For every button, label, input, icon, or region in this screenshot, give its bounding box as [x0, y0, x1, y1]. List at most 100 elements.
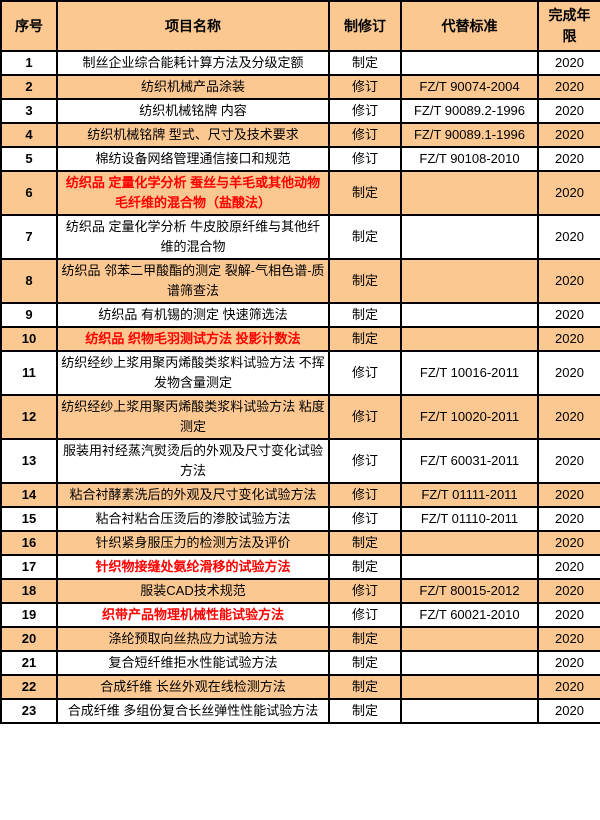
table-row: 6 纺织品 定量化学分析 蚕丝与羊毛或其他动物毛纤维的混合物（盐酸法） 制定 2020	[0, 170, 600, 216]
completion-year-cell: 2020	[537, 98, 600, 124]
replaced-standard-cell	[400, 302, 539, 328]
row-number-cell: 14	[0, 482, 58, 508]
project-name-cell: 针织物接缝处氨纶滑移的试验方法	[56, 554, 330, 580]
completion-year-cell: 2020	[537, 506, 600, 532]
row-number-cell: 16	[0, 530, 58, 556]
revision-type-cell: 制定	[328, 650, 402, 676]
completion-year-cell: 2020	[537, 214, 600, 260]
completion-year-cell: 2020	[537, 698, 600, 724]
project-name-cell: 粘合衬酵素洗后的外观及尺寸变化试验方法	[56, 482, 330, 508]
replaced-standard-cell: FZ/T 10016-2011	[400, 350, 539, 396]
completion-year-cell: 2020	[537, 602, 600, 628]
row-number-cell: 8	[0, 258, 58, 304]
project-name-cell: 复合短纤维拒水性能试验方法	[56, 650, 330, 676]
revision-type-cell: 制定	[328, 258, 402, 304]
table-row: 5 棉纺设备网络管理通信接口和规范 修订 FZ/T 90108-2010 2020	[0, 146, 600, 172]
completion-year-cell: 2020	[537, 350, 600, 396]
completion-year-cell: 2020	[537, 674, 600, 700]
completion-year-cell: 2020	[537, 394, 600, 440]
project-name-cell: 针织紧身服压力的检测方法及评价	[56, 530, 330, 556]
row-number-cell: 9	[0, 302, 58, 328]
table-row: 16 针织紧身服压力的检测方法及评价 制定 2020	[0, 530, 600, 556]
replaced-standard-cell	[400, 554, 539, 580]
replaced-standard-cell	[400, 170, 539, 216]
row-number-cell: 12	[0, 394, 58, 440]
revision-type-cell: 制定	[328, 326, 402, 352]
row-number-cell: 4	[0, 122, 58, 148]
project-name-cell: 合成纤维 长丝外观在线检测方法	[56, 674, 330, 700]
table-header: 序号 项目名称 制修订 代替标准 完成年限	[0, 0, 600, 52]
project-name-cell: 服装用衬经蒸汽熨烫后的外观及尺寸变化试验方法	[56, 438, 330, 484]
replaced-standard-cell	[400, 214, 539, 260]
replaced-standard-cell: FZ/T 90089.2-1996	[400, 98, 539, 124]
completion-year-cell: 2020	[537, 578, 600, 604]
table-row: 15 粘合衬粘合压烫后的渗胶试验方法 修订 FZ/T 01110-2011 2020	[0, 506, 600, 532]
row-number-cell: 1	[0, 50, 58, 76]
project-name-cell: 纺织机械铭牌 型式、尺寸及技术要求	[56, 122, 330, 148]
row-number-cell: 5	[0, 146, 58, 172]
table-body: 1 制丝企业综合能耗计算方法及分级定额 制定 2020 2 纺织机械产品涂装 修订 FZ/T …	[0, 50, 600, 724]
row-number-cell: 3	[0, 98, 58, 124]
completion-year-cell: 2020	[537, 326, 600, 352]
replaced-standard-cell: FZ/T 60021-2010	[400, 602, 539, 628]
row-number-cell: 7	[0, 214, 58, 260]
row-number-cell: 20	[0, 626, 58, 652]
project-name-cell: 纺织品 定量化学分析 蚕丝与羊毛或其他动物毛纤维的混合物（盐酸法）	[56, 170, 330, 216]
table-row: 2 纺织机械产品涂装 修订 FZ/T 90074-2004 2020	[0, 74, 600, 100]
project-name-cell: 纺织经纱上浆用聚丙烯酸类浆料试验方法 粘度测定	[56, 394, 330, 440]
table-row: 3 纺织机械铭牌 内容 修订 FZ/T 90089.2-1996 2020	[0, 98, 600, 124]
completion-year-cell: 2020	[537, 170, 600, 216]
replaced-standard-cell: FZ/T 80015-2012	[400, 578, 539, 604]
replaced-standard-cell	[400, 50, 539, 76]
revision-type-cell: 修订	[328, 122, 402, 148]
table-row: 18 服装CAD技术规范 修订 FZ/T 80015-2012 2020	[0, 578, 600, 604]
table-row: 4 纺织机械铭牌 型式、尺寸及技术要求 修订 FZ/T 90089.1-1996 202…	[0, 122, 600, 148]
column-header-standard: 代替标准	[400, 0, 539, 52]
revision-type-cell: 修订	[328, 350, 402, 396]
revision-type-cell: 制定	[328, 50, 402, 76]
revision-type-cell: 修订	[328, 578, 402, 604]
replaced-standard-cell: FZ/T 10020-2011	[400, 394, 539, 440]
table-row: 9 纺织品 有机锡的测定 快速筛选法 制定 2020	[0, 302, 600, 328]
replaced-standard-cell: FZ/T 60031-2011	[400, 438, 539, 484]
project-name-cell: 纺织品 定量化学分析 牛皮胶原纤维与其他纤维的混合物	[56, 214, 330, 260]
table-row: 7 纺织品 定量化学分析 牛皮胶原纤维与其他纤维的混合物 制定 2020	[0, 214, 600, 260]
replaced-standard-cell	[400, 626, 539, 652]
completion-year-cell: 2020	[537, 530, 600, 556]
project-name-cell: 涤纶预取向丝热应力试验方法	[56, 626, 330, 652]
row-number-cell: 17	[0, 554, 58, 580]
standards-plan-table: 序号 项目名称 制修订 代替标准 完成年限 1 制丝企业综合能耗计算方法及分级定额…	[0, 0, 600, 724]
table-row: 22 合成纤维 长丝外观在线检测方法 制定 2020	[0, 674, 600, 700]
completion-year-cell: 2020	[537, 554, 600, 580]
revision-type-cell: 制定	[328, 530, 402, 556]
project-name-cell: 纺织机械铭牌 内容	[56, 98, 330, 124]
row-number-cell: 22	[0, 674, 58, 700]
table-row: 12 纺织经纱上浆用聚丙烯酸类浆料试验方法 粘度测定 修订 FZ/T 10020-20…	[0, 394, 600, 440]
completion-year-cell: 2020	[537, 650, 600, 676]
revision-type-cell: 修订	[328, 438, 402, 484]
row-number-cell: 11	[0, 350, 58, 396]
completion-year-cell: 2020	[537, 258, 600, 304]
row-number-cell: 13	[0, 438, 58, 484]
revision-type-cell: 修订	[328, 74, 402, 100]
revision-type-cell: 制定	[328, 214, 402, 260]
revision-type-cell: 修订	[328, 602, 402, 628]
revision-type-cell: 制定	[328, 554, 402, 580]
project-name-cell: 服装CAD技术规范	[56, 578, 330, 604]
replaced-standard-cell: FZ/T 01110-2011	[400, 506, 539, 532]
completion-year-cell: 2020	[537, 438, 600, 484]
revision-type-cell: 制定	[328, 626, 402, 652]
project-name-cell: 纺织品 邻苯二甲酸酯的测定 裂解-气相色谱-质谱筛查法	[56, 258, 330, 304]
replaced-standard-cell: FZ/T 90089.1-1996	[400, 122, 539, 148]
row-number-cell: 21	[0, 650, 58, 676]
project-name-cell: 纺织品 织物毛羽测试方法 投影计数法	[56, 326, 330, 352]
table-row: 11 纺织经纱上浆用聚丙烯酸类浆料试验方法 不挥发物含量测定 修订 FZ/T 1001…	[0, 350, 600, 396]
project-name-cell: 纺织机械产品涂装	[56, 74, 330, 100]
completion-year-cell: 2020	[537, 146, 600, 172]
row-number-cell: 6	[0, 170, 58, 216]
table-row: 17 针织物接缝处氨纶滑移的试验方法 制定 2020	[0, 554, 600, 580]
replaced-standard-cell	[400, 650, 539, 676]
replaced-standard-cell	[400, 530, 539, 556]
table-row: 21 复合短纤维拒水性能试验方法 制定 2020	[0, 650, 600, 676]
revision-type-cell: 修订	[328, 394, 402, 440]
